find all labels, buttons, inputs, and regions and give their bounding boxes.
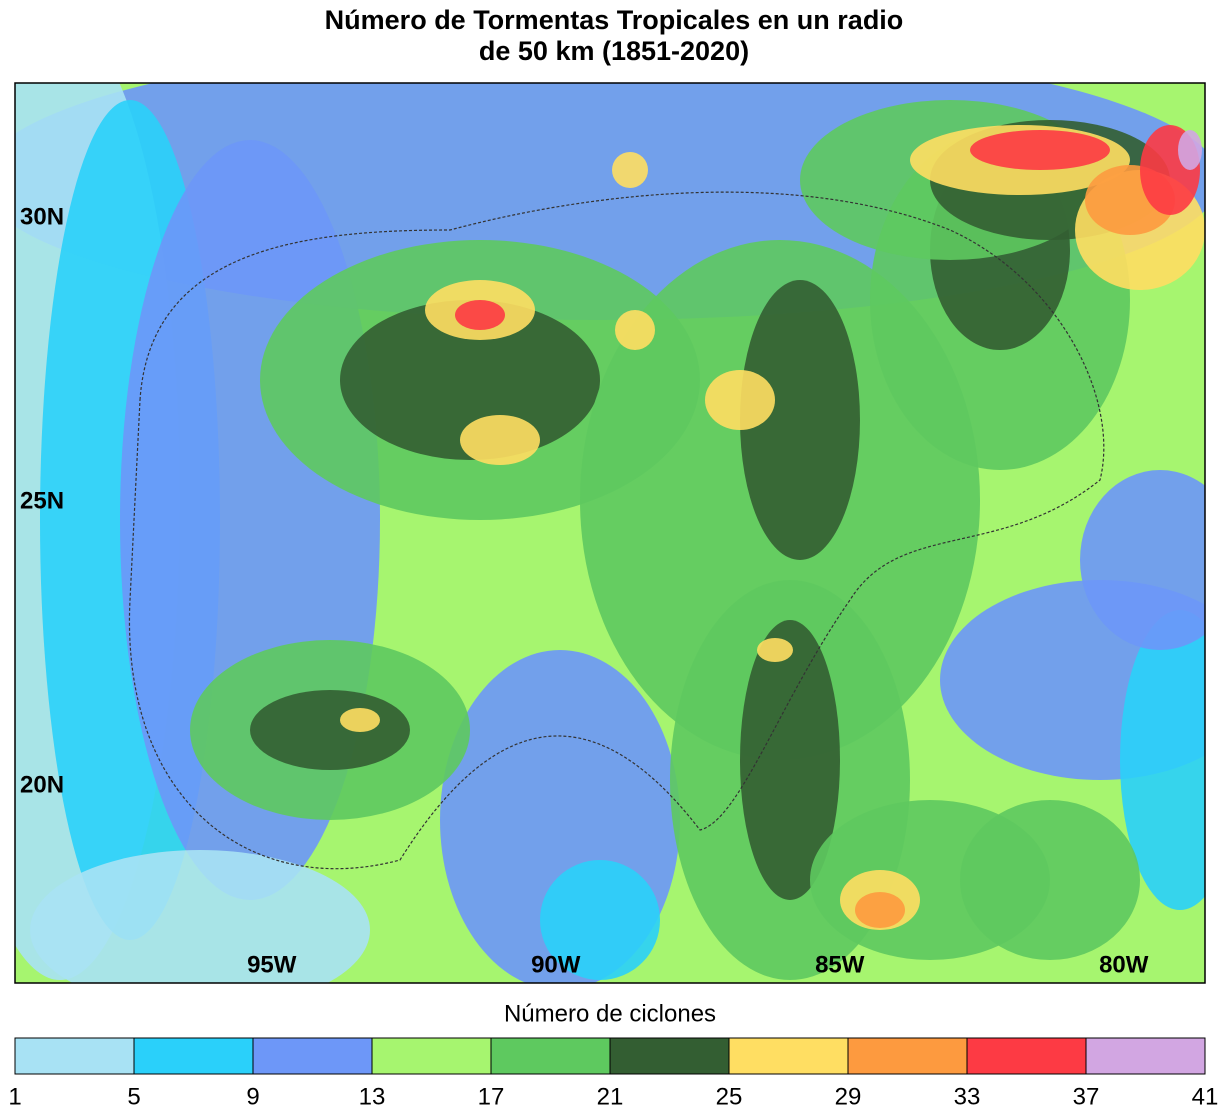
density-region: [340, 708, 380, 732]
map-frame: [14, 82, 1206, 984]
colorbar-tick-label: 37: [1073, 1083, 1100, 1110]
density-region: [540, 860, 660, 980]
colorbar-bin: [728, 1037, 849, 1075]
density-region: [970, 130, 1110, 170]
colorbar-tick-label: 25: [716, 1083, 743, 1110]
colorbar-bin: [371, 1037, 492, 1075]
lon-label: 95W: [247, 951, 297, 978]
lon-label: 80W: [1099, 951, 1149, 978]
density-region: [705, 370, 775, 430]
title-line: Número de Tormentas Tropicales en un rad…: [325, 5, 904, 35]
density-region: [250, 690, 410, 770]
colorbar-bin: [490, 1037, 611, 1075]
density-region: [757, 638, 793, 662]
lat-label: 20N: [20, 771, 64, 798]
density-region: [740, 280, 860, 560]
density-region: [460, 415, 540, 465]
lat-label: 25N: [20, 487, 64, 514]
map-field: [15, 83, 1205, 983]
density-region: [615, 310, 655, 350]
colorbar-bin: [14, 1037, 135, 1075]
density-region: [455, 300, 505, 330]
colorbar-bin: [1085, 1037, 1206, 1075]
colorbar-tick-label: 13: [359, 1083, 386, 1110]
density-region: [855, 892, 905, 928]
colorbar-tick-label: 21: [597, 1083, 624, 1110]
density-region: [1080, 470, 1205, 650]
colorbar-tick-label: 29: [835, 1083, 862, 1110]
colorbar-bin: [133, 1037, 254, 1075]
colorbar-bin: [847, 1037, 968, 1075]
colorbar-bin: [966, 1037, 1087, 1075]
colorbar-tick-label: 33: [954, 1083, 981, 1110]
density-region: [1178, 130, 1202, 170]
colorbar-tick-label: 17: [478, 1083, 505, 1110]
colorbar-label: Número de ciclones: [504, 1000, 716, 1027]
density-region: [340, 300, 600, 460]
lon-label: 85W: [815, 951, 865, 978]
gulf-coast: [128, 191, 1105, 870]
colorbar-tick-label: 1: [8, 1083, 21, 1110]
lon-label: 90W: [531, 951, 581, 978]
density-region: [612, 152, 648, 188]
colorbar-tick-label: 9: [246, 1083, 259, 1110]
density-region: [960, 800, 1140, 960]
colorbar-bin: [252, 1037, 373, 1075]
density-region: [30, 850, 370, 983]
lat-label: 30N: [20, 203, 64, 230]
density-region: [1120, 610, 1205, 910]
colorbar-tick-label: 5: [127, 1083, 140, 1110]
colorbar-bin: [609, 1037, 730, 1075]
title-line: de 50 km (1851-2020): [479, 36, 749, 66]
density-region: [740, 620, 840, 900]
colorbar-tick-label: 41: [1192, 1083, 1219, 1110]
